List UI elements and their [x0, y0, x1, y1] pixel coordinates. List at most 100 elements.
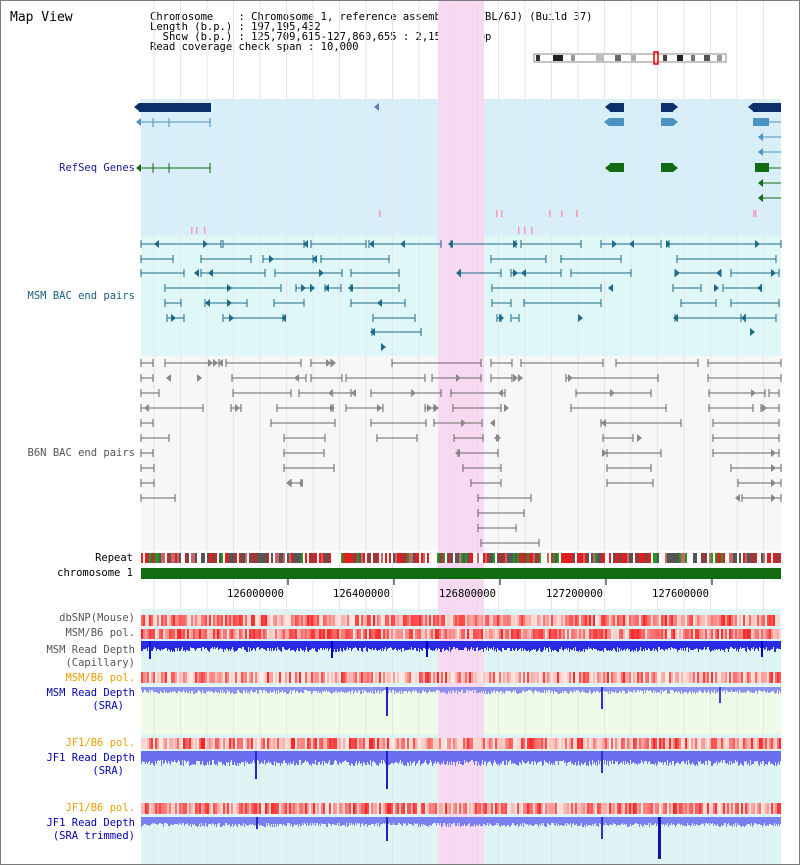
msm-depth-sra-bar [399, 687, 400, 691]
jf1-depth-trim-bar [210, 817, 211, 824]
jf1-pol-trim-heat-cell [431, 803, 433, 814]
jf1-depth-sra-bar [144, 751, 145, 762]
msm-pol-heat-cell [413, 629, 415, 639]
repeat-mark [569, 553, 571, 563]
msm-pol-heat-cell [185, 629, 187, 639]
repeat-mark [255, 553, 257, 563]
repeat-mark [143, 553, 145, 563]
repeat-mark [719, 553, 721, 563]
jf1-pol-sra-heat-cell [473, 738, 475, 749]
repeat-mark [397, 553, 399, 563]
jf1-pol-trim-heat-cell [607, 803, 609, 814]
msm-depth-cap-bar [435, 641, 436, 649]
msm-depth-cap-bar [579, 641, 580, 650]
msm-depth-cap-bar [699, 641, 700, 649]
dbsnp-heat-cell [297, 615, 299, 626]
jf1-pol-trim-heat-cell [459, 803, 461, 814]
jf1-depth-trim-bar [737, 817, 738, 823]
msm-depth-cap-bar [505, 641, 506, 650]
msm-depth-sra-bar [378, 687, 379, 690]
arrow-icon [758, 179, 763, 187]
msm-depth-cap-bar [601, 641, 602, 651]
msm-pol-heat-cell [275, 629, 277, 639]
jf1-depth-sra-bar [508, 751, 509, 762]
dbsnp-heat-cell [389, 615, 391, 626]
msm-depth-cap-bar [738, 641, 739, 652]
msm-depth-sra-bar [444, 687, 445, 692]
msm-pol-sra-heat-cell [759, 672, 761, 683]
jf1-depth-trim-bar [407, 817, 408, 825]
jf1-pol-sra-heat-cell [597, 738, 599, 749]
msm-pol-heat-cell [703, 629, 705, 639]
msm-depth-sra-bar [558, 687, 559, 694]
msm-depth-sra-bar [766, 687, 767, 693]
msm-pol-heat-cell [195, 629, 197, 639]
jf1-depth-sra-bar [226, 751, 227, 762]
jf1-pol-trim-heat-cell [547, 803, 549, 814]
msm-depth-cap-bar [198, 641, 199, 648]
msm-depth-sra-bar [716, 687, 717, 692]
jf1-pol-trim-heat-cell [653, 803, 655, 814]
jf1-pol-sra-heat-cell [515, 738, 517, 749]
jf1-depth-trim-bar [724, 817, 725, 823]
repeat-mark [535, 553, 537, 563]
dbsnp-heat-cell [375, 615, 377, 626]
dbsnp-heat-cell [415, 615, 417, 626]
msm-depth-sra-bar [503, 687, 504, 692]
msm-depth-cap-bar [527, 641, 528, 651]
msm-pol-sra-heat-cell [227, 672, 229, 683]
repeat-mark [365, 553, 367, 563]
jf1-depth-trim-bar [688, 817, 689, 825]
jf1-depth-sra-bar [670, 751, 671, 762]
msm-pol-heat-cell [677, 629, 679, 639]
msm-pol-heat-cell [739, 629, 741, 639]
msm-depth-cap-bar [513, 641, 514, 650]
jf1-pol-sra-heat-cell [429, 738, 431, 749]
jf1-depth-sra-bar [223, 751, 224, 764]
msm-depth-cap-bar [644, 641, 645, 651]
msm-pol-sra-heat-cell [559, 672, 561, 683]
jf1-depth-sra-bar [320, 751, 321, 765]
msm-depth-sra-bar [282, 687, 283, 690]
jf1-depth-trim-bar [304, 817, 305, 823]
jf1-depth-trim-bar [293, 817, 294, 826]
jf1-depth-sra-bar [729, 751, 730, 761]
msm-depth-sra-bar [375, 687, 376, 690]
msm-depth-sra-bar [551, 687, 552, 691]
jf1-pol-trim-heat-cell [609, 803, 611, 814]
jf1-depth-sra-bar [646, 751, 647, 761]
jf1-depth-sra-bar [257, 751, 258, 760]
repeat-mark [317, 553, 319, 563]
jf1-depth-sra-bar [234, 751, 235, 762]
msm-pol-sra-heat-cell [467, 672, 469, 683]
jf1-pol-trim-heat-cell [539, 803, 541, 814]
jf1-depth-trim-bar [575, 817, 576, 825]
jf1-depth-sra-bar [457, 751, 458, 761]
arrow-icon [166, 374, 171, 382]
jf1-depth-trim-bar [222, 817, 223, 826]
jf1-pol-trim-heat-cell [257, 803, 259, 814]
msm-depth-sra-bar [722, 687, 723, 692]
msm-depth-sra-bar [367, 687, 368, 693]
msm-pol-heat-cell [577, 629, 579, 639]
dbsnp-heat-cell [161, 615, 163, 626]
jf1-pol-trim-heat-cell [685, 803, 687, 814]
msm-pol-heat-cell [321, 629, 323, 639]
jf1-pol-trim-heat-cell [383, 803, 385, 814]
jf1-pol-trim-heat-cell [155, 803, 157, 814]
repeat-mark [187, 553, 189, 563]
jf1-depth-sra-bar [158, 751, 159, 760]
dbsnp-heat-cell [673, 615, 675, 626]
msm-pol-sra-heat-cell [325, 672, 327, 683]
jf1-depth-sra-bar [464, 751, 465, 760]
jf1-pol-trim-heat-cell [161, 803, 163, 814]
msm-pol-heat-cell [635, 629, 637, 639]
msm-depth-cap-bar [613, 641, 614, 648]
repeat-mark [567, 553, 569, 563]
repeat-mark [301, 553, 303, 563]
msm-depth-cap-bar [540, 641, 541, 651]
jf1-depth-trim-bar [188, 817, 189, 825]
msm-depth-sra-bar [531, 687, 532, 691]
jf1-pol-sra-heat-cell [731, 738, 733, 749]
